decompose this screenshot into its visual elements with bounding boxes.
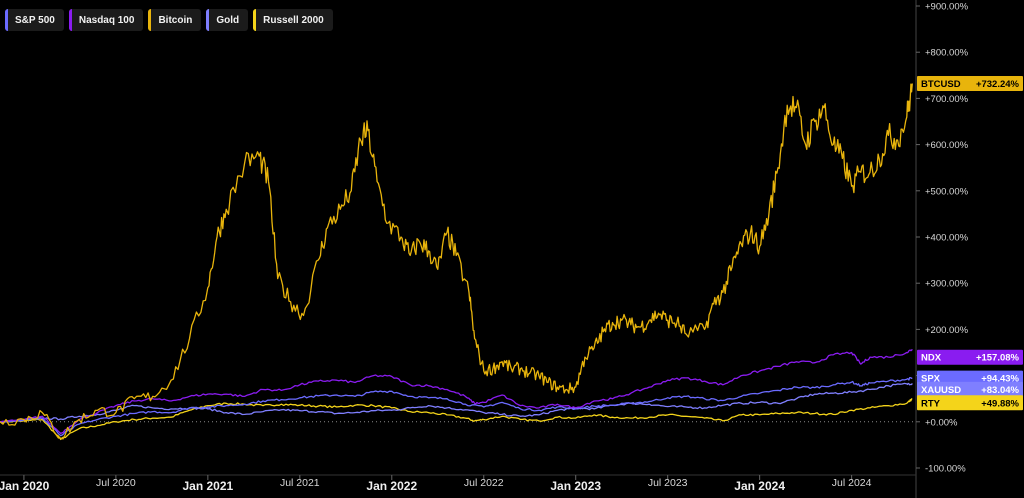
price-tag-xauusd	[917, 381, 1023, 397]
legend-swatch	[253, 9, 257, 31]
legend-label: S&P 500	[15, 14, 55, 26]
price-tag-value: +732.24%	[976, 79, 1020, 90]
x-tick-label: Jul 2022	[464, 477, 504, 489]
price-tag-ticker: SPX	[921, 374, 941, 385]
legend-swatch	[148, 9, 152, 31]
price-tag-ticker: RTY	[921, 398, 941, 409]
x-tick-label: Jul 2023	[648, 477, 688, 489]
series-line-rty	[0, 398, 913, 441]
x-tick-label: Jan 2020	[0, 479, 50, 493]
legend-item-sp500[interactable]: S&P 500	[5, 9, 64, 31]
y-axis: +900.00% +800.00% +700.00% +600.00% +500.00%…	[916, 2, 969, 475]
price-tag-value: +94.43%	[981, 374, 1019, 385]
y-tick-label: +700.00%	[925, 94, 969, 105]
price-tag-ticker: NDX	[921, 353, 942, 364]
y-tick-label: +400.00%	[925, 233, 969, 244]
x-tick-label: Jan 2022	[366, 479, 417, 493]
price-tag-value: +49.88%	[981, 398, 1019, 409]
y-tick-label: -100.00%	[925, 464, 966, 475]
series-line-btcusd	[0, 83, 913, 440]
legend-item-bitcoin[interactable]: Bitcoin	[148, 9, 202, 31]
y-tick-label: +600.00%	[925, 140, 969, 151]
chart-grid	[0, 0, 917, 498]
legend-item-gold[interactable]: Gold	[206, 9, 249, 31]
series-line-ndx	[0, 348, 913, 435]
price-tag-value: +157.08%	[976, 353, 1020, 364]
y-tick-label: +800.00%	[925, 48, 969, 59]
price-tags: BTCUSD +732.24% NDX +157.08% SPX +94.43% XAUUS…	[917, 76, 1023, 411]
legend: S&P 500 Nasdaq 100 Bitcoin Gold Russell …	[5, 9, 333, 31]
price-tag-rty	[917, 395, 1023, 411]
y-tick-label: +0.00%	[925, 417, 958, 428]
legend-swatch	[5, 9, 8, 31]
legend-item-russell2000[interactable]: Russell 2000	[253, 9, 333, 31]
price-tag-ndx	[917, 349, 1023, 365]
price-tag-ticker: BTCUSD	[921, 79, 961, 90]
legend-swatch	[68, 9, 72, 31]
legend-label: Gold	[216, 14, 240, 26]
x-tick-label: Jul 2020	[96, 477, 136, 489]
price-tag-btcusd	[917, 76, 1023, 92]
price-tag-value: +83.04%	[981, 385, 1019, 396]
x-tick-label: Jan 2021	[182, 479, 233, 493]
legend-label: Bitcoin	[158, 14, 193, 26]
legend-label: Nasdaq 100	[78, 14, 135, 26]
price-tag-ticker: XAUUSD	[921, 385, 961, 396]
y-tick-label: +300.00%	[925, 279, 969, 290]
series-line-spx	[0, 377, 913, 437]
x-tick-label: Jul 2024	[832, 477, 872, 489]
legend-item-nasdaq100[interactable]: Nasdaq 100	[68, 9, 144, 31]
x-tick-label: Jan 2024	[734, 479, 785, 493]
y-tick-label: +900.00%	[925, 2, 969, 13]
legend-swatch	[206, 9, 210, 31]
y-tick-label: +200.00%	[925, 325, 969, 336]
x-tick-label: Jul 2021	[280, 477, 320, 489]
y-tick-label: +500.00%	[925, 186, 969, 197]
x-tick-label: Jan 2023	[550, 479, 601, 493]
chart-series	[0, 83, 913, 441]
legend-label: Russell 2000	[263, 14, 324, 26]
x-axis: Jan 2020 Jul 2020 Jan 2021 Jul 2021 Jan 2022…	[0, 475, 872, 493]
series-line-xauusd	[0, 382, 913, 423]
price-tag-spx	[917, 370, 1023, 386]
